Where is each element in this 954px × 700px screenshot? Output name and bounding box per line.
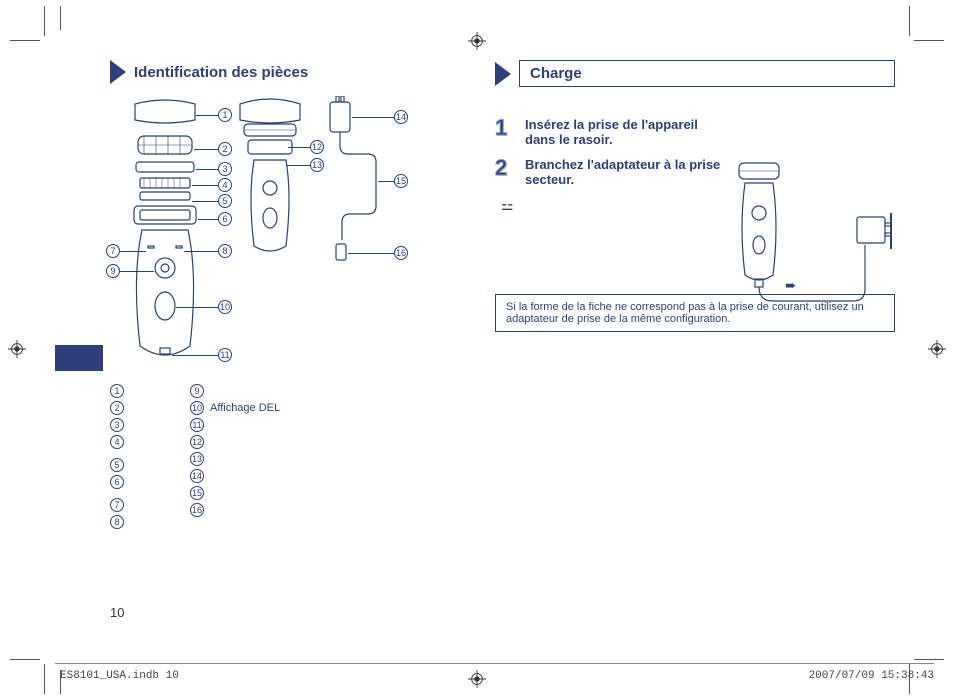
part-row: 5 xyxy=(110,458,130,472)
parts-diagram: 1 2 3 4 5 6 7 8 9 10 11 12 13 xyxy=(110,96,510,376)
section-title: Identification des pièces xyxy=(134,64,308,81)
callout-14: 14 xyxy=(394,110,408,124)
registration-mark-icon xyxy=(928,340,946,358)
section-parts-identification: Identification des pièces xyxy=(110,60,510,529)
side-tab xyxy=(55,345,103,371)
part-row: 12 xyxy=(190,435,280,449)
footer-timestamp: 2007/07/09 15:38:43 xyxy=(809,670,934,682)
page-number: 10 xyxy=(110,605,124,620)
shaver-exploded-illustration xyxy=(110,96,220,366)
section-title: Charge xyxy=(519,60,895,87)
part-row: 2 xyxy=(110,401,130,415)
part-row: 10Affichage DEL xyxy=(190,401,280,415)
parts-list-col-2: 9 10Affichage DEL 11 12 13 14 15 16 xyxy=(190,384,280,529)
callout-10: 10 xyxy=(218,300,232,314)
step-number: 1 xyxy=(495,117,515,147)
parts-list: 1 2 3 4 5 6 7 8 9 10Affichage DEL 11 12 … xyxy=(110,384,510,529)
page-content: Identification des pièces xyxy=(55,60,899,620)
part-row: 16 xyxy=(190,503,280,517)
callout-9: 9 xyxy=(106,264,120,278)
part-row: 14 xyxy=(190,469,280,483)
parts-list-col-1: 1 2 3 4 5 6 7 8 xyxy=(110,384,130,529)
callout-16: 16 xyxy=(394,246,408,260)
callout-13: 13 xyxy=(310,158,324,172)
registration-mark-icon xyxy=(8,340,26,358)
shaver-trimmer-illustration xyxy=(230,96,310,256)
part-row: 11 xyxy=(190,418,280,432)
callout-3: 3 xyxy=(218,162,232,176)
part-row: 15 xyxy=(190,486,280,500)
part-row: 13 xyxy=(190,452,280,466)
part-label: Affichage DEL xyxy=(210,402,280,414)
footer: ES8101_USA.indb 10 2007/07/09 15:38:43 xyxy=(60,670,934,682)
step-number: 2 xyxy=(495,157,515,187)
footer-file: ES8101_USA.indb 10 xyxy=(60,670,179,682)
step-text: Insérez la prise de l'appareil dans le r… xyxy=(525,117,725,147)
section-charge: Charge 1 Insérez la prise de l'appareil … xyxy=(495,60,895,332)
part-row: 1 xyxy=(110,384,130,398)
callout-12: 12 xyxy=(310,140,324,154)
callout-2: 2 xyxy=(218,142,232,156)
callout-11: 11 xyxy=(218,348,232,362)
callout-4: 4 xyxy=(218,178,232,192)
registration-mark-icon xyxy=(468,32,486,50)
callout-1: 1 xyxy=(218,108,232,122)
step-1: 1 Insérez la prise de l'appareil dans le… xyxy=(495,117,895,147)
part-row: 3 xyxy=(110,418,130,432)
arrow-icon: ➨ xyxy=(785,277,797,294)
part-row: 4 xyxy=(110,435,130,449)
part-row: 6 xyxy=(110,475,130,489)
chevron-icon xyxy=(495,62,511,86)
part-row: 7 xyxy=(110,498,130,512)
part-row: 8 xyxy=(110,515,130,529)
chevron-icon xyxy=(110,60,126,84)
callout-15: 15 xyxy=(394,174,408,188)
callout-5: 5 xyxy=(218,194,232,208)
step-text: Branchez l'adaptateur à la prise secteur… xyxy=(525,157,725,187)
callout-6: 6 xyxy=(218,212,232,226)
callout-8: 8 xyxy=(218,244,232,258)
part-row: 9 xyxy=(190,384,280,398)
callout-7: 7 xyxy=(106,244,120,258)
footer-rule xyxy=(55,663,934,664)
charge-illustration: ➨ xyxy=(725,157,895,307)
